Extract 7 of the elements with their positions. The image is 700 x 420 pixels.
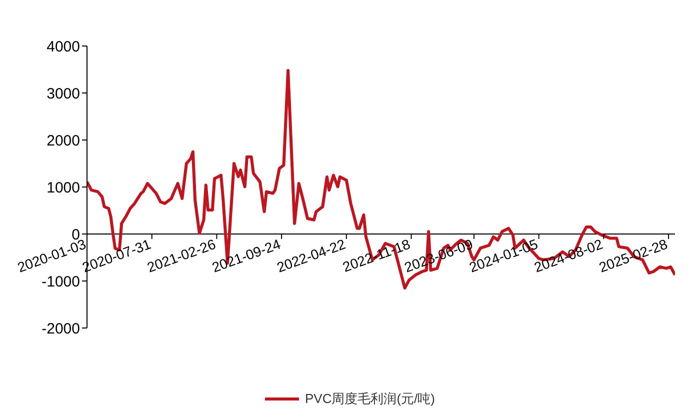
y-tick-label: 2000 xyxy=(46,132,80,150)
y-tick-label: 4000 xyxy=(46,38,80,56)
y-tick-label: 3000 xyxy=(46,85,80,102)
legend-label: PVC周度毛利润(元/吨) xyxy=(305,390,435,408)
y-tick-label: 1000 xyxy=(46,179,80,196)
y-tick-label: -1000 xyxy=(42,273,80,290)
y-tick-label: -2000 xyxy=(42,320,80,338)
